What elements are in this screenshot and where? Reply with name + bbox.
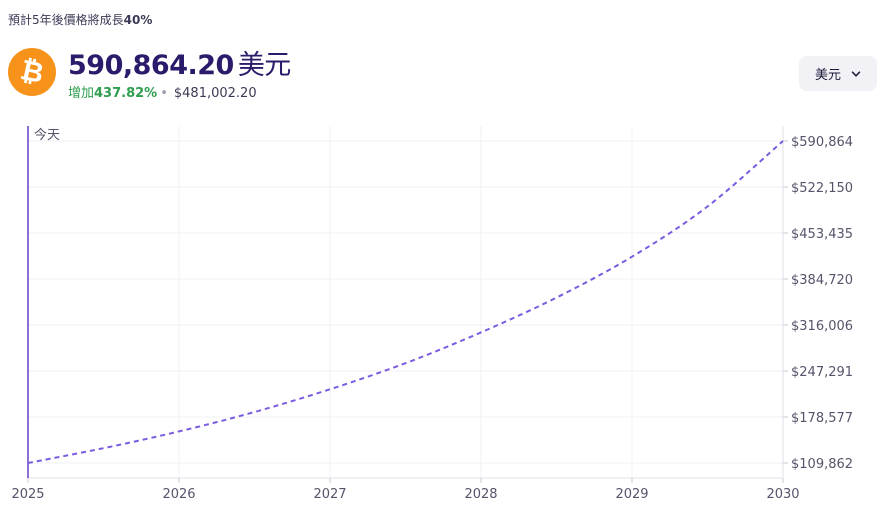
y-tick-label: $384,720 <box>791 273 853 288</box>
forecast-line <box>27 140 784 464</box>
y-axis-ticks: $109,862 $178,577 $247,291 $316,006 $384,720… <box>783 135 853 472</box>
forecast-price: 590,864.20 美元 <box>68 43 291 82</box>
forecast-subtitle-pct: 40% <box>123 13 153 27</box>
bitcoin-icon: ₿ <box>8 48 56 96</box>
y-tick-label: $316,006 <box>791 319 853 334</box>
vertical-gridlines <box>27 126 784 478</box>
x-tick-label: 2028 <box>464 487 497 502</box>
x-tick-label: 2025 <box>11 487 44 502</box>
price-currency: 美元 <box>237 50 292 81</box>
base-price: $481,002.20 <box>173 86 257 101</box>
y-tick-label: $453,435 <box>791 227 853 242</box>
x-tick-label: 2029 <box>615 487 648 502</box>
forecast-subtitle-prefix: 預計5年後價格將成長 <box>8 13 124 27</box>
forecast-subtitle: 預計5年後價格將成長40% <box>8 11 152 28</box>
x-tick-label: 2027 <box>313 487 346 502</box>
change-percent: 437.82% <box>94 86 158 101</box>
separator-dot: • <box>160 86 168 101</box>
y-tick-label: $247,291 <box>791 365 853 380</box>
y-tick-label: $522,150 <box>791 181 853 196</box>
chevron-down-icon <box>851 70 861 77</box>
currency-selector-button[interactable]: 美元 <box>799 56 877 91</box>
y-tick-label: $590,864 <box>791 135 853 150</box>
horizontal-gridlines <box>28 140 783 464</box>
x-tick-label: 2030 <box>766 487 799 502</box>
x-tick-label: 2026 <box>162 487 195 502</box>
bitcoin-icon-circle <box>8 48 56 96</box>
today-label: 今天 <box>34 127 60 143</box>
currency-selector-label: 美元 <box>814 68 841 83</box>
price-change: 增加437.82% • $481,002.20 <box>68 82 257 101</box>
price-value: 590,864.20 <box>68 50 234 81</box>
y-tick-label: $178,577 <box>791 411 853 426</box>
change-prefix: 增加 <box>68 86 95 101</box>
y-tick-label: $109,862 <box>791 457 853 472</box>
x-axis-ticks: 2025 2026 2027 2028 2029 2030 <box>11 478 800 502</box>
